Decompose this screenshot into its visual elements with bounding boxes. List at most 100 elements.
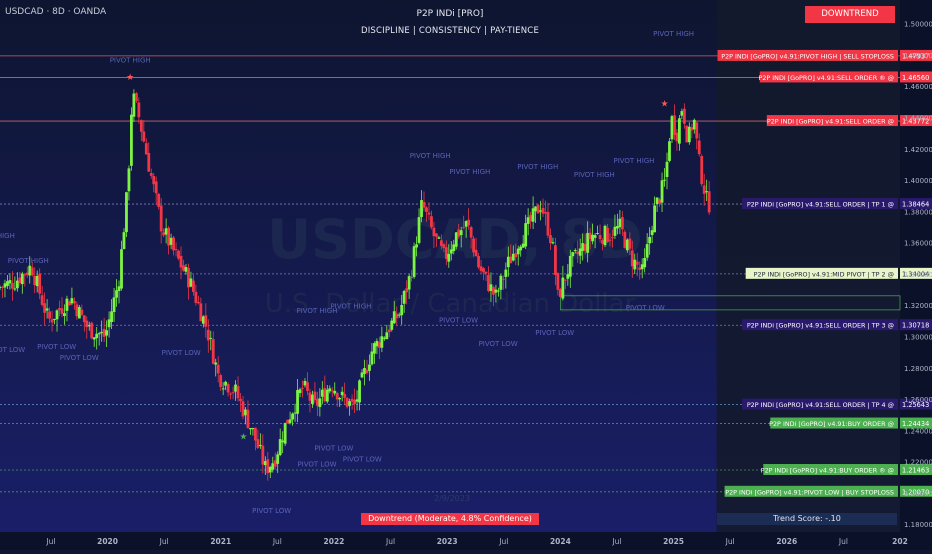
- level-label-box: [724, 485, 898, 497]
- candle-body: [122, 232, 126, 250]
- y-tick-label: 1.40000: [904, 177, 932, 185]
- candle-body: [690, 127, 694, 131]
- level-price-box: [900, 267, 932, 279]
- level-label-box: [742, 319, 898, 331]
- candle-body: [638, 267, 642, 270]
- candle-body: [390, 320, 394, 330]
- candle-body: [55, 310, 59, 320]
- candle-body: [464, 221, 468, 227]
- candle-body: [544, 212, 547, 214]
- trend-badge: DOWNTREND: [805, 6, 895, 23]
- candle-body: [373, 343, 376, 354]
- candle-body: [13, 288, 17, 290]
- candle-body: [625, 239, 629, 251]
- candle-body: [261, 445, 265, 465]
- candle-body: [358, 380, 361, 403]
- candle-body: [363, 368, 366, 374]
- candle-body: [370, 351, 374, 365]
- candle-body: [350, 398, 354, 402]
- candle-body: [697, 140, 701, 155]
- candle-body: [256, 439, 260, 448]
- candle-body: [613, 226, 617, 236]
- candle-body: [28, 265, 32, 276]
- y-tick-label: 1.28000: [904, 365, 932, 373]
- y-tick-label: 1.48000: [904, 52, 932, 60]
- candle-body: [546, 212, 550, 236]
- candle-body: [105, 330, 109, 336]
- candle-body: [23, 274, 27, 276]
- candle-body: [127, 168, 131, 192]
- x-tick-label: 2020: [97, 537, 118, 546]
- signal-star-icon: ★: [239, 433, 247, 443]
- x-tick-label: 2021: [210, 537, 231, 546]
- candle-body: [72, 300, 76, 304]
- candle-body: [635, 261, 639, 265]
- level-label: P2P INDi [GoPRO] v4.91:SELL ORDER | TP 4…: [747, 401, 894, 409]
- level-label-box: [745, 267, 898, 279]
- candle-body: [534, 206, 537, 212]
- candle-body: [246, 409, 250, 428]
- pivot-label: PIVOT LOW: [626, 304, 665, 312]
- candle-body: [224, 381, 228, 386]
- pivot-label: PIVOT LOW: [343, 456, 382, 464]
- candle-body: [199, 303, 203, 322]
- candle-body: [521, 243, 525, 248]
- candle-body: [117, 286, 121, 292]
- candle-body: [573, 250, 577, 252]
- candle-body: [234, 384, 237, 392]
- candle-body: [566, 274, 570, 279]
- candle-body: [288, 419, 292, 423]
- candle-body: [20, 273, 24, 285]
- candle-body: [169, 237, 173, 245]
- pivot-label: PIVOT HIGH: [0, 232, 15, 240]
- candle-body: [457, 229, 461, 237]
- candle-body: [340, 391, 344, 396]
- candle-body: [554, 245, 557, 275]
- candle-body: [603, 225, 607, 246]
- candle-body: [112, 297, 116, 313]
- candle-body: [665, 161, 669, 177]
- candle-body: [655, 197, 659, 204]
- candle-body: [415, 244, 418, 248]
- candle-body: [132, 93, 136, 117]
- level-price: 1.43772: [902, 118, 929, 126]
- trend-score: Trend Score: -.10: [717, 513, 897, 525]
- candle-body: [558, 289, 562, 297]
- candle-body: [335, 393, 339, 400]
- candle-body: [187, 267, 190, 288]
- candle-body: [8, 280, 12, 284]
- support-zone-box: [560, 295, 901, 311]
- candle-body: [427, 212, 431, 215]
- candle-body: [343, 394, 347, 398]
- candle-body: [422, 202, 426, 208]
- level-label-box: [770, 417, 898, 429]
- candle-body: [313, 391, 317, 401]
- level-price-box: [900, 464, 932, 476]
- candle-body: [489, 284, 493, 292]
- y-tick-label: 1.44000: [904, 114, 932, 122]
- y-tick-label: 1.38000: [904, 208, 932, 216]
- candle-body: [3, 283, 7, 288]
- candle-body: [97, 333, 101, 335]
- candle-body: [593, 235, 597, 238]
- candle-body: [380, 336, 384, 348]
- level-price: 1.25643: [902, 401, 929, 409]
- level-label-box: [766, 115, 898, 127]
- symbol-label: USDCAD · 8D · OANDA: [5, 7, 107, 17]
- x-tick-label: Jul: [498, 537, 508, 546]
- level-price: 1.34004: [902, 270, 929, 278]
- candle-body: [700, 156, 704, 185]
- candle-body: [268, 466, 272, 473]
- indicator-title: P2P INDi [PRO]: [416, 9, 484, 19]
- candle-body: [318, 398, 322, 408]
- candle-body: [511, 253, 515, 261]
- candle-body: [328, 388, 332, 392]
- candle-body: [271, 463, 275, 470]
- candle-body: [640, 264, 644, 270]
- candle-body: [301, 387, 304, 389]
- candle-body: [70, 298, 74, 304]
- candle-body: [472, 238, 475, 253]
- candle-body: [291, 413, 294, 420]
